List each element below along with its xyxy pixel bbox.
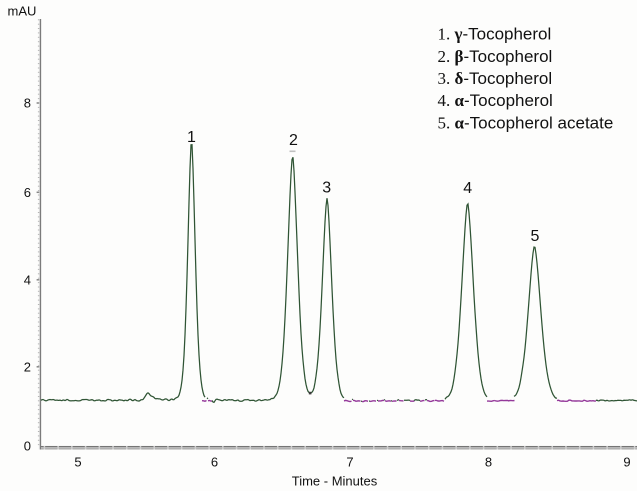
svg-text:5: 5 <box>74 454 81 469</box>
svg-text:4. α-Tocopherol: 4. α-Tocopherol <box>438 91 553 110</box>
svg-text:2: 2 <box>24 359 31 374</box>
svg-text:6: 6 <box>24 185 31 200</box>
svg-text:1: 1 <box>187 129 196 146</box>
svg-text:2. β-Tocopherol: 2. β-Tocopherol <box>438 47 553 66</box>
svg-text:0: 0 <box>24 439 31 454</box>
svg-text:8: 8 <box>485 454 492 469</box>
svg-text:1. γ-Tocopherol: 1. γ-Tocopherol <box>438 25 552 44</box>
svg-text:2: 2 <box>289 132 298 149</box>
svg-text:4: 4 <box>463 180 472 197</box>
svg-text:3. δ-Tocopherol: 3. δ-Tocopherol <box>438 69 553 88</box>
svg-text:7: 7 <box>346 454 353 469</box>
svg-text:mAU: mAU <box>8 3 37 18</box>
svg-text:3: 3 <box>322 179 331 196</box>
svg-text:4: 4 <box>24 272 31 287</box>
svg-text:5: 5 <box>530 228 539 245</box>
svg-text:5. α-Tocopherol acetate: 5. α-Tocopherol acetate <box>438 113 614 132</box>
svg-text:9: 9 <box>623 454 630 469</box>
svg-text:Time - Minutes: Time - Minutes <box>292 474 378 489</box>
svg-text:8: 8 <box>24 96 31 111</box>
svg-text:6: 6 <box>211 454 218 469</box>
